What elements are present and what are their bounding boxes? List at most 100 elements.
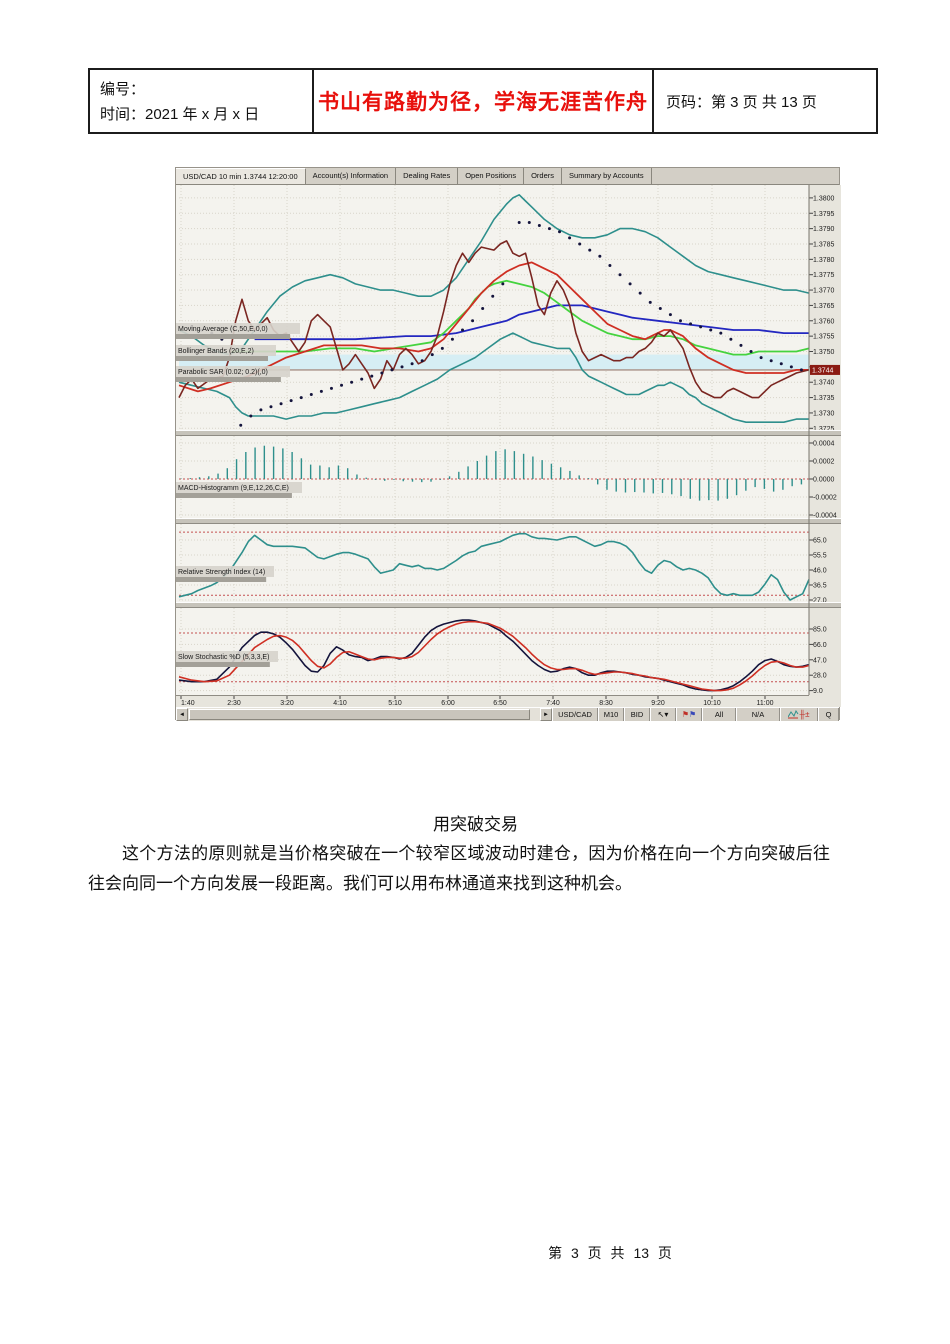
parabolic-sar-dot — [527, 220, 531, 224]
svg-text:0.0002: 0.0002 — [813, 459, 835, 466]
parabolic-sar-dot — [578, 242, 582, 246]
parabolic-sar-dot — [461, 328, 464, 332]
parabolic-sar-dot — [799, 368, 803, 372]
parabolic-sar-dot — [319, 389, 323, 393]
page-footer: 第 3 页 共 13 页 — [548, 1245, 672, 1261]
svg-text:1.3730: 1.3730 — [813, 410, 835, 417]
pane-price — [176, 185, 809, 430]
scroll-right-button[interactable]: ► — [540, 708, 552, 721]
parabolic-sar-dot — [608, 263, 612, 267]
svg-text:85.0: 85.0 — [813, 627, 827, 634]
parabolic-sar-dot — [420, 359, 424, 363]
svg-text:36.5: 36.5 — [813, 583, 827, 590]
ma-red-series — [178, 261, 809, 393]
indicator-label: Moving Average (C,50,E,0,0) — [178, 326, 268, 333]
tab-open-positions[interactable]: Open Positions — [458, 168, 525, 184]
parabolic-sar-dot — [269, 405, 273, 409]
svg-text:28.0: 28.0 — [813, 673, 827, 680]
parabolic-sar-dot — [370, 374, 374, 378]
indicator-label: Relative Strength Index (14) — [178, 569, 265, 576]
parabolic-sar-dot — [588, 248, 592, 252]
parabolic-sar-dot — [299, 396, 303, 400]
parabolic-sar-dot — [450, 337, 454, 341]
header-motto: 书山有路勤为径，学海无涯苦作舟 — [312, 70, 654, 132]
trading-platform-window: USD/CAD 10 min 1.3744 12:20:00 Account(s… — [175, 167, 841, 721]
symbol-selector[interactable]: USD/CAD — [552, 708, 598, 721]
parabolic-sar-dot — [568, 236, 572, 240]
svg-text:-0.0002: -0.0002 — [813, 495, 837, 502]
pane-macd — [176, 436, 809, 518]
filter-all-button[interactable]: All — [702, 708, 736, 721]
tab-usdcad-chart[interactable]: USD/CAD 10 min 1.3744 12:20:00 — [176, 168, 306, 184]
parabolic-sar-dot — [658, 306, 662, 310]
svg-text:66.0: 66.0 — [813, 642, 827, 649]
parabolic-sar-dot — [678, 319, 682, 323]
doc-time-label: 时间：2021 年 x 月 x 日 — [100, 106, 260, 123]
tab-dealing-rates[interactable]: Dealing Rates — [396, 168, 459, 184]
rsi-series — [178, 532, 810, 601]
chart-type-buttons[interactable]: ╫ ± — [780, 708, 818, 721]
svg-text:1.3725: 1.3725 — [813, 426, 835, 433]
parabolic-sar-dot — [390, 368, 394, 372]
chart-tab-bar: USD/CAD 10 min 1.3744 12:20:00 Account(s… — [176, 168, 839, 185]
parabolic-sar-dot — [618, 273, 622, 277]
pointer-tool-button[interactable]: ↖ ▾ — [650, 708, 676, 721]
parabolic-sar-dot — [689, 322, 693, 326]
parabolic-sar-dot — [440, 346, 444, 350]
chevron-down-icon: ▾ — [664, 709, 669, 719]
header-page-info: 页码：第 3 页 共 13 页 — [666, 93, 817, 111]
parabolic-sar-dot — [430, 353, 434, 357]
time-axis-label: 3:20 — [280, 700, 294, 707]
parabolic-sar-dot — [501, 282, 505, 286]
parabolic-sar-dot — [598, 254, 602, 258]
plus-minus-icon: ± — [805, 709, 810, 719]
doc-number-label: 编号： — [100, 81, 146, 98]
parabolic-sar-dot — [789, 365, 793, 369]
parabolic-sar-dot — [380, 371, 384, 375]
parabolic-sar-dot — [239, 423, 243, 427]
chart-status-bar: ◄ ► USD/CAD M10 BID ↖ ▾ ⚑ ⚑ All N/A — [176, 707, 839, 721]
parabolic-sar-dot — [259, 408, 263, 412]
svg-text:1.3795: 1.3795 — [813, 211, 835, 218]
scroll-left-button[interactable]: ◄ — [176, 708, 188, 721]
time-axis-label: 9:20 — [651, 700, 665, 707]
parabolic-sar-dot — [279, 402, 283, 406]
parabolic-sar-dot — [648, 300, 652, 304]
quote-button[interactable]: Q — [818, 708, 839, 721]
time-axis-label: 10:10 — [703, 700, 721, 707]
tab-orders[interactable]: Orders — [524, 168, 563, 184]
price-chart-canvas[interactable]: 1.3800 1.3795 1.3790 1.3785 1.3780 1.3775 1.37… — [176, 185, 841, 707]
time-axis-label: 8:30 — [599, 700, 613, 707]
tab-summary-by-accounts[interactable]: Summary by Accounts — [562, 168, 652, 184]
svg-text:1.3744: 1.3744 — [812, 367, 834, 374]
header-left-cell: 编号： 时间：2021 年 x 月 x 日 — [90, 70, 312, 132]
tab-accounts-information[interactable]: Account(s) Information — [306, 168, 397, 184]
parabolic-sar-dot — [729, 337, 733, 341]
parabolic-sar-dot — [360, 377, 364, 381]
document-header-table: 编号： 时间：2021 年 x 月 x 日 书山有路勤为径，学海无涯苦作舟 页码… — [88, 68, 878, 134]
chart-scrollbar[interactable] — [188, 708, 540, 721]
svg-text:1.3755: 1.3755 — [813, 334, 835, 341]
svg-text:46.0: 46.0 — [813, 568, 827, 575]
pane-rsi — [176, 524, 809, 602]
parabolic-sar-dot — [471, 319, 475, 323]
parabolic-sar-dot — [547, 227, 551, 231]
indicator-label: Bollinger Bands (20,E,2) — [178, 348, 254, 355]
svg-text:55.5: 55.5 — [813, 553, 827, 560]
bid-ask-toggle[interactable]: BID — [624, 708, 650, 721]
parabolic-sar-dot — [668, 313, 672, 317]
parabolic-sar-dot — [709, 328, 713, 332]
indicator-label: MACD-Histogramm (9,E,12,26,C,E) — [178, 485, 289, 492]
flag-icon: ⚑ — [681, 709, 689, 719]
svg-text:1.3735: 1.3735 — [813, 395, 835, 402]
chart-scrollbar-thumb[interactable] — [189, 709, 531, 720]
svg-text:1.3775: 1.3775 — [813, 272, 835, 279]
indicator-label: Slow Stochastic %D (5,3,3,E) — [178, 654, 269, 661]
svg-text:1.3740: 1.3740 — [813, 380, 835, 387]
bollinger-lower-series — [178, 332, 809, 423]
parabolic-sar-dot — [558, 230, 562, 234]
marker-tools-button[interactable]: ⚑ ⚑ — [676, 708, 702, 721]
parabolic-sar-dot — [400, 365, 404, 369]
period-selector[interactable]: M10 — [598, 708, 624, 721]
